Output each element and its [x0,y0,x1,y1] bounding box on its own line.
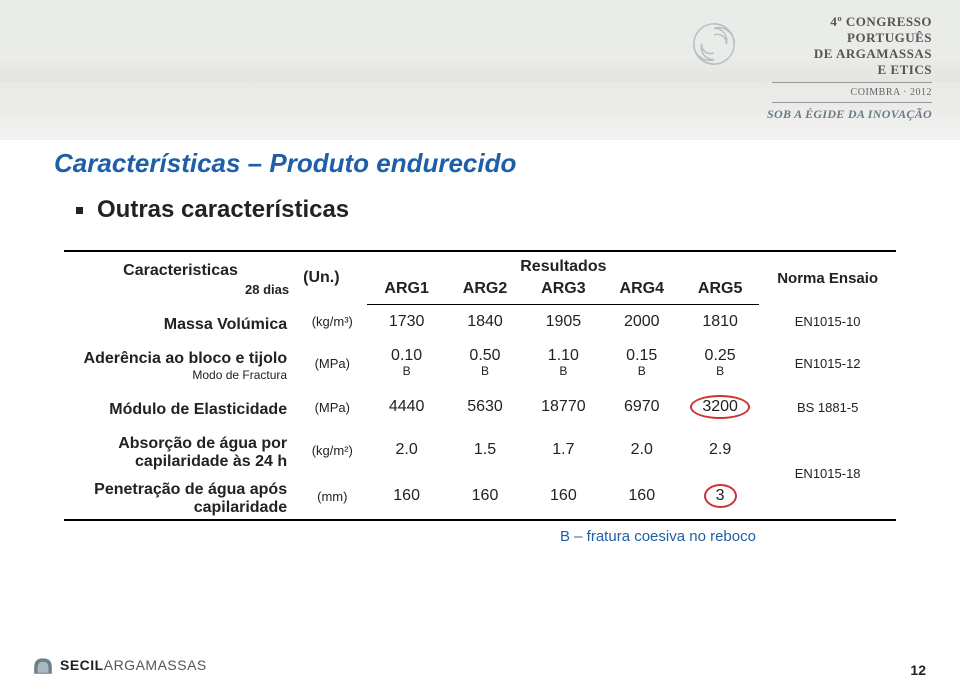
row-unit: (kg/m³) [297,305,367,340]
cell: 1730 [367,305,445,340]
row-unit: (MPa) [297,387,367,427]
header-line5: COIMBRA · 2012 [692,87,932,98]
cell: 0.25B [681,339,759,387]
th-characteristics: Caracteristicas28 dias [64,251,297,305]
row-label: Aderência ao bloco e tijoloModo de Fract… [64,339,297,387]
cell: 6970 [603,387,681,427]
cell: 1.5 [446,427,524,473]
cell: 5630 [446,387,524,427]
row-norm: EN1015-12 [759,339,896,387]
page-number: 12 [910,662,926,678]
cell: 1810 [681,305,759,340]
footer-brand2: ARGAMASSAS [104,657,207,673]
cell: 2000 [603,305,681,340]
header-line6: SOB A ÉGIDE DA INOVAÇÃO [692,107,932,122]
cell: 18770 [524,387,602,427]
th-arg3: ARG3 [524,280,602,305]
row-label: Módulo de Elasticidade [64,387,297,427]
cell: 1905 [524,305,602,340]
cell: 2.9 [681,427,759,473]
row-norm: BS 1881-5 [759,387,896,427]
header-line3: DE ARGAMASSAS [692,46,932,62]
cell: 0.15B [603,339,681,387]
th-unit: (Un.) [297,251,367,305]
header-line2: PORTUGUÊS [692,30,932,46]
cell: 0.50B [446,339,524,387]
th-norm: Norma Ensaio [759,251,896,305]
cell: 160 [446,473,524,520]
cell: 0.10B [367,339,445,387]
cell: 2.0 [603,427,681,473]
row-unit: (kg/m²) [297,427,367,473]
page-title: Características – Produto endurecido [54,148,516,179]
row-norm: EN1015-10 [759,305,896,340]
header-line4: E ETICS [692,62,932,78]
th-arg5: ARG5 [681,280,759,305]
th-arg1: ARG1 [367,280,445,305]
cell: 160 [367,473,445,520]
th-arg4: ARG4 [603,280,681,305]
cell: 2.0 [367,427,445,473]
row-label: Absorção de água por capilaridade às 24 … [64,427,297,473]
row-label: Penetração de água após capilaridade [64,473,297,520]
bullet-icon [76,207,83,214]
th-arg2: ARG2 [446,280,524,305]
row-unit: (mm) [297,473,367,520]
cell: 1.10B [524,339,602,387]
cell: 160 [603,473,681,520]
footer-brand: SECILARGAMASSAS [32,654,207,676]
secil-icon [32,654,54,676]
row-unit: (MPa) [297,339,367,387]
cell: 4440 [367,387,445,427]
row-label: Massa Volúmica [64,305,297,340]
cell: 1.7 [524,427,602,473]
row-norm: EN1015-18 [759,427,896,520]
header-line1: 4º CONGRESSO [692,14,932,30]
congress-header: 4º CONGRESSO PORTUGUÊS DE ARGAMASSAS E E… [692,14,932,122]
cell: 1840 [446,305,524,340]
th-results: Resultados [367,251,759,280]
cell: 3200 [681,387,759,427]
cell: 160 [524,473,602,520]
footnote: B – fratura coesiva no reboco [560,528,756,545]
footer-brand1: SECIL [60,657,104,673]
results-table: Caracteristicas28 dias(Un.)ResultadosNor… [64,250,896,521]
subtitle: Outras características [97,196,349,224]
cell: 3 [681,473,759,520]
